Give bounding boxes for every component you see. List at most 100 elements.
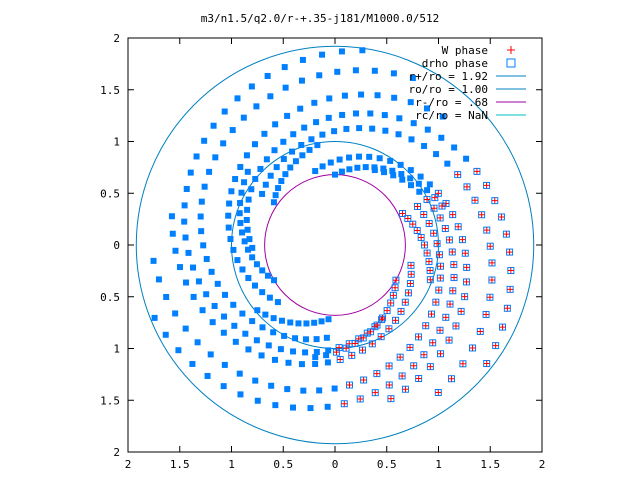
x-tick-label: 1.5 [170,458,190,471]
x-tick-label: 2 [125,458,132,471]
w-point [379,314,386,321]
drho-point [346,154,353,161]
w-point [374,322,381,329]
drho-point [176,264,183,271]
w-point [449,287,456,294]
legend-marker-square [506,58,516,68]
drho-point [319,163,326,170]
w-point [506,249,513,256]
w-point [492,342,499,349]
drho-point [264,72,271,79]
drho-point [249,254,256,261]
drho-point [253,103,260,110]
w-point [452,322,459,329]
w-point [429,339,436,346]
drho-point [237,391,244,398]
drho-point [271,277,278,284]
drho-point [407,182,414,189]
w-point [357,395,364,402]
drho-point [203,255,210,262]
drho-point [331,128,338,135]
drho-point [387,157,394,164]
drho-point [398,171,405,178]
drho-point [210,122,217,129]
circle-rplus-ro [135,45,535,445]
w-point [469,344,476,351]
drho-point [298,141,305,148]
drho-point [242,330,249,337]
drho-point [353,110,360,117]
y-tick-label: 1 [113,136,120,149]
drho-point [407,175,414,182]
drho-point [222,291,229,298]
drho-point [259,190,266,197]
drho-point [323,352,330,359]
drho-point [280,156,287,163]
drho-point [169,230,176,237]
y-tick-label: 1.5 [100,84,120,97]
x-tick-label: 2 [539,458,546,471]
drho-point [234,257,241,264]
w-point [359,347,366,354]
drho-point [181,218,188,225]
w-point [360,377,367,383]
w-point [491,197,498,204]
drho-point [239,310,246,317]
drho-point [221,108,228,115]
drho-point [229,127,236,134]
y-tick-label: 2 [113,446,120,459]
drho-point [313,349,320,356]
drho-point [366,153,373,160]
drho-point [359,47,366,54]
drho-point [249,244,256,251]
w-point [404,215,411,222]
drho-point [230,246,237,253]
w-point [369,340,376,347]
drho-point [203,291,210,298]
w-point [360,334,367,341]
drho-point [206,168,213,175]
w-point [421,242,428,248]
w-point [367,328,374,335]
w-point [343,345,350,352]
drho-point [259,267,266,274]
y-tick-label: 0 [113,239,120,252]
drho-point [302,349,309,356]
w-point [463,264,470,271]
drho-point [265,342,272,349]
drho-point [299,152,306,159]
drho-point [267,172,274,179]
drho-point [369,125,376,132]
axis-ticks: 2 1.5 1 0.5 0 0.5 1 1.5 221.510.500.511.52 [100,32,545,471]
w-point [503,231,510,238]
drho-point [295,320,302,327]
drho-point [380,165,387,172]
w-point [414,227,421,234]
w-point [437,350,444,357]
y-tick-label: 0.5 [100,291,120,304]
drho-point [232,176,239,183]
drho-point [195,278,202,285]
w-point [407,262,414,269]
drho-point [324,359,331,366]
drho-point [397,161,404,168]
drho-point [182,234,189,241]
drho-point [270,199,277,206]
w-point [384,307,391,314]
drho-point [251,282,258,289]
drho-point [225,212,232,219]
drho-point [316,72,323,79]
drho-point [324,403,331,410]
w-point [437,263,444,270]
drho-point [211,302,218,309]
drho-point [168,213,175,220]
drho-point [172,247,179,254]
drho-point [389,167,396,174]
drho-point [220,329,227,336]
w-point [431,194,438,201]
w-point [507,267,514,274]
drho-point [239,266,246,273]
drho-point [238,189,245,196]
w-point [461,293,468,300]
drho-point [311,99,318,106]
